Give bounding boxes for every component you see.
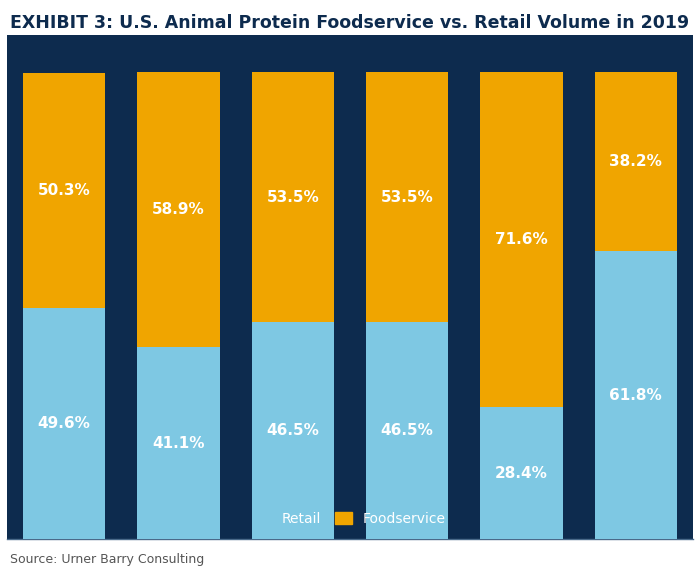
Bar: [595, 251, 677, 539]
Text: 53.5%: 53.5%: [381, 190, 433, 205]
Text: 49.6%: 49.6%: [38, 416, 90, 431]
Text: 61.8%: 61.8%: [610, 387, 662, 403]
Bar: [137, 347, 220, 539]
Bar: [137, 72, 220, 347]
Text: 50.3%: 50.3%: [38, 183, 90, 198]
Text: 71.6%: 71.6%: [495, 232, 548, 247]
Text: 46.5%: 46.5%: [267, 423, 319, 438]
Bar: [366, 72, 448, 322]
Text: 58.9%: 58.9%: [152, 202, 205, 218]
Legend: Retail, Foodservice: Retail, Foodservice: [247, 505, 453, 532]
Bar: [480, 407, 563, 539]
Bar: [480, 72, 563, 407]
Bar: [366, 322, 448, 539]
Text: 28.4%: 28.4%: [495, 466, 548, 481]
Bar: [595, 72, 677, 251]
Bar: [252, 72, 334, 322]
Text: 53.5%: 53.5%: [267, 190, 319, 205]
Bar: [252, 322, 334, 539]
Text: 46.5%: 46.5%: [381, 423, 433, 438]
Text: 41.1%: 41.1%: [153, 436, 204, 451]
Bar: [23, 72, 105, 307]
Text: 38.2%: 38.2%: [610, 154, 662, 169]
Bar: [23, 307, 105, 539]
Text: EXHIBIT 3: U.S. Animal Protein Foodservice vs. Retail Volume in 2019: EXHIBIT 3: U.S. Animal Protein Foodservi…: [10, 14, 690, 32]
Text: Source: Urner Barry Consulting: Source: Urner Barry Consulting: [10, 553, 204, 566]
